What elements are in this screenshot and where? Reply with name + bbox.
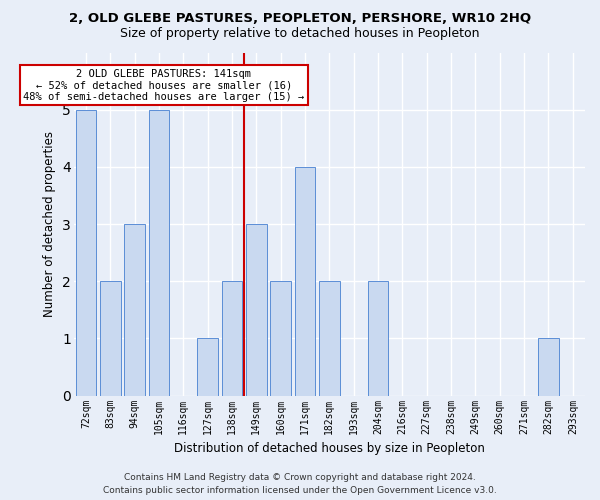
Bar xyxy=(76,110,96,396)
Y-axis label: Number of detached properties: Number of detached properties xyxy=(43,131,56,317)
Bar xyxy=(538,338,559,396)
Bar xyxy=(271,282,291,396)
X-axis label: Distribution of detached houses by size in Peopleton: Distribution of detached houses by size … xyxy=(174,442,485,455)
Text: 2 OLD GLEBE PASTURES: 141sqm
← 52% of detached houses are smaller (16)
48% of se: 2 OLD GLEBE PASTURES: 141sqm ← 52% of de… xyxy=(23,68,304,102)
Bar xyxy=(368,282,388,396)
Bar xyxy=(319,282,340,396)
Text: Contains HM Land Registry data © Crown copyright and database right 2024.
Contai: Contains HM Land Registry data © Crown c… xyxy=(103,474,497,495)
Bar xyxy=(197,338,218,396)
Bar xyxy=(246,224,266,396)
Bar xyxy=(124,224,145,396)
Bar xyxy=(149,110,169,396)
Bar xyxy=(100,282,121,396)
Bar xyxy=(221,282,242,396)
Bar xyxy=(295,167,316,396)
Text: Size of property relative to detached houses in Peopleton: Size of property relative to detached ho… xyxy=(120,28,480,40)
Text: 2, OLD GLEBE PASTURES, PEOPLETON, PERSHORE, WR10 2HQ: 2, OLD GLEBE PASTURES, PEOPLETON, PERSHO… xyxy=(69,12,531,26)
